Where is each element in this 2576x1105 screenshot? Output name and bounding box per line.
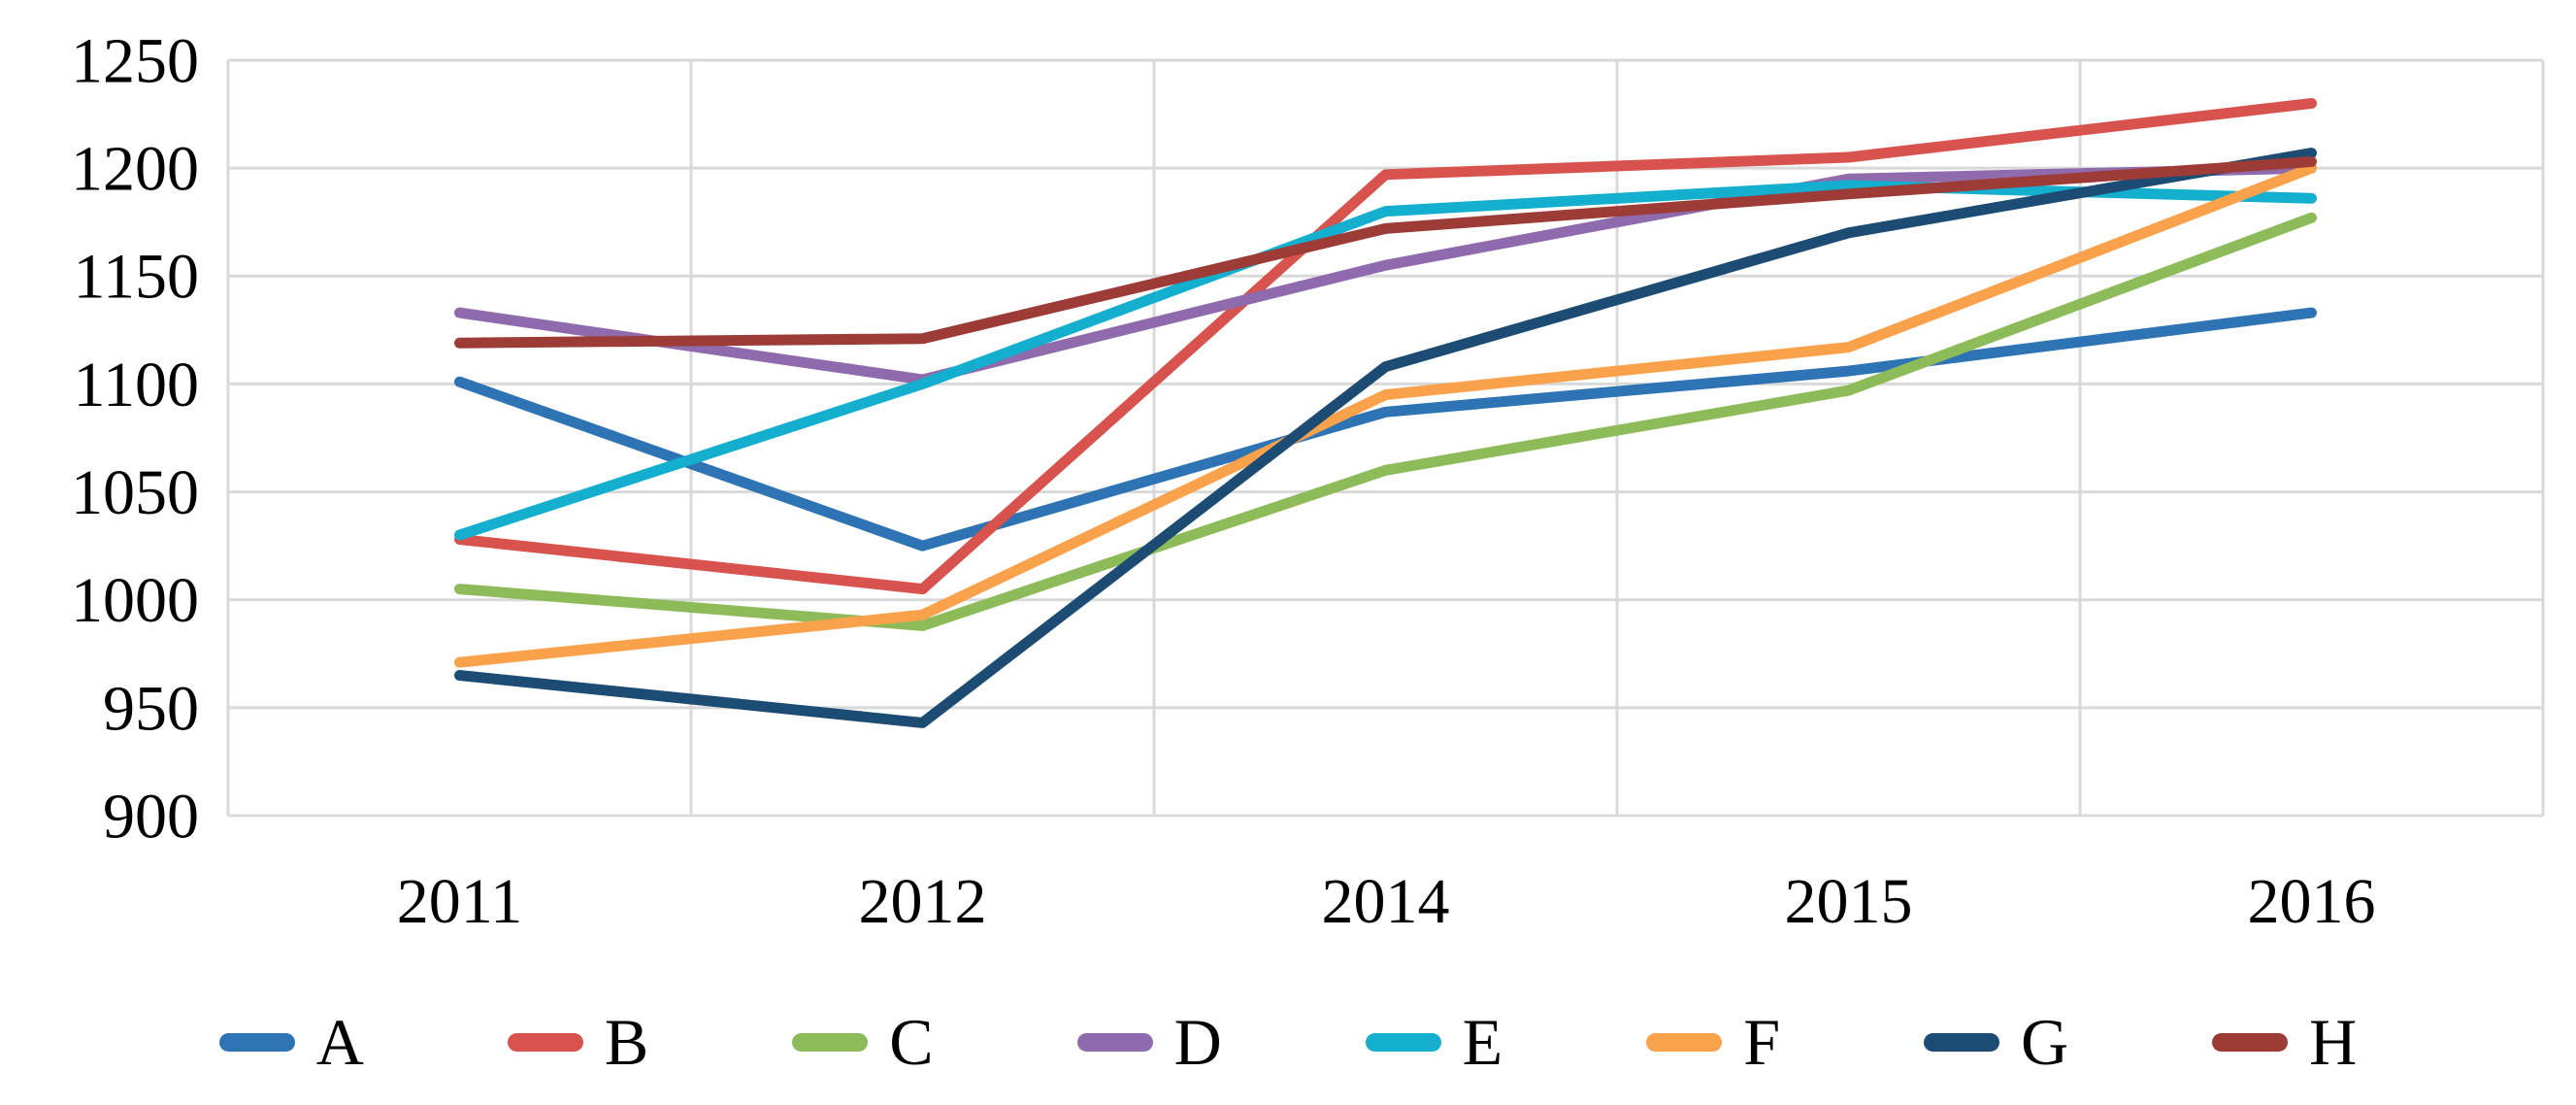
series-line-D: [454, 162, 2317, 385]
series-line-F: [454, 162, 2317, 668]
legend-item-H: H: [2212, 1009, 2357, 1075]
legend-swatch-A: [218, 1032, 295, 1052]
y-tick-label: 950: [103, 673, 199, 744]
legend-label-F: F: [1743, 1005, 1781, 1079]
legend-item-G: G: [1924, 1009, 2068, 1075]
legend-swatch-B: [507, 1032, 583, 1052]
x-tick-label: 2016: [2248, 866, 2376, 937]
legend-label-C: C: [889, 1005, 934, 1079]
legend-label-G: G: [2021, 1005, 2069, 1079]
legend-label-B: B: [604, 1005, 649, 1079]
y-tick-label: 900: [103, 781, 199, 852]
x-tick-label: 2015: [1785, 866, 1913, 937]
legend-label-A: A: [315, 1005, 364, 1079]
legend-item-A: A: [218, 1005, 364, 1079]
legend-item-D: D: [1076, 1005, 1222, 1079]
legend-item-F: F: [1646, 1009, 1780, 1075]
legend-swatch-C: [792, 1032, 869, 1052]
series-line-E: [454, 180, 2317, 541]
legend-swatch-E: [1365, 1032, 1441, 1052]
series-line-A: [454, 307, 2317, 552]
legend-swatch-D: [1076, 1032, 1153, 1052]
y-tick-label: 1000: [71, 565, 199, 636]
series-line-B: [454, 97, 2317, 595]
y-tick-label: 1250: [71, 25, 199, 96]
legend-item-C: C: [792, 1005, 934, 1079]
y-tick-label: 1150: [73, 242, 199, 313]
series-line-G: [454, 148, 2317, 728]
x-tick-label: 2014: [1322, 866, 1450, 937]
legend-item-B: B: [507, 1005, 649, 1079]
y-tick-label: 1200: [71, 134, 199, 205]
y-tick-label: 1050: [71, 457, 199, 528]
legend-label-H: H: [2309, 1005, 2358, 1079]
legend-swatch-F: [1646, 1032, 1723, 1052]
legend-label-E: E: [1462, 1005, 1503, 1079]
legend-item-E: E: [1365, 1005, 1503, 1079]
legend-swatch-G: [1924, 1032, 2000, 1052]
chart-legend: A B C D E F G H: [0, 998, 2576, 1086]
legend-swatch-H: [2212, 1032, 2289, 1052]
series-line-H: [454, 155, 2317, 349]
x-tick-label: 2011: [397, 866, 523, 937]
y-tick-label: 1100: [73, 350, 199, 420]
series-line-C: [454, 212, 2317, 631]
x-tick-label: 2012: [859, 866, 987, 937]
legend-label-D: D: [1173, 1005, 1222, 1079]
